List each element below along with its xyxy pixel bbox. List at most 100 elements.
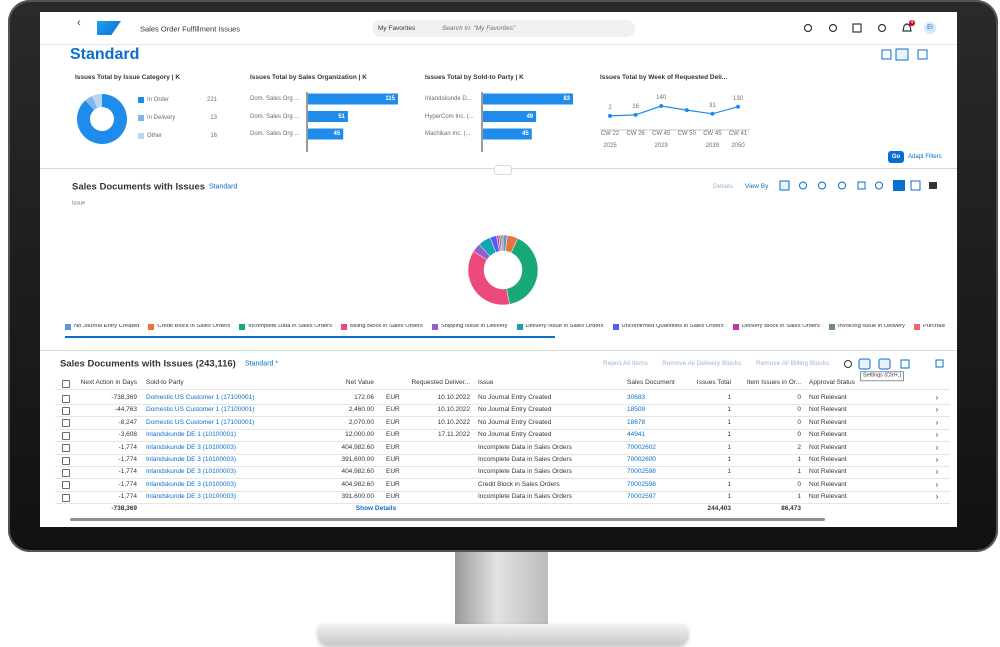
favorites-select[interactable]: My Favorites: [378, 24, 416, 32]
table-cell: 391,600.00: [341, 455, 374, 463]
cell-link[interactable]: 30683: [627, 393, 646, 401]
row-navigation[interactable]: ›: [935, 393, 939, 402]
card-title[interactable]: Issues Total by Week of Requested Deli..…: [600, 73, 728, 81]
cell-link[interactable]: Inlandskunde DE 3 (10100003): [146, 492, 236, 500]
row-navigation[interactable]: ›: [935, 479, 939, 489]
column-header[interactable]: Issues Total: [696, 378, 731, 386]
column-header[interactable]: Sold-to Party: [146, 378, 184, 386]
tooltip: Settings (Ctrl+,): [860, 371, 905, 381]
go-button-bg[interactable]: [888, 151, 904, 163]
legend-item[interactable]: No Journal Entry Created: [65, 324, 139, 330]
table-cell: Incomplete Data in Sales Orders: [478, 492, 572, 500]
column-header[interactable]: Sales Document: [627, 378, 675, 386]
card-title[interactable]: Issues Total by Issue Category | K: [75, 73, 181, 81]
row-checkbox[interactable]: [62, 456, 70, 465]
app-screen: ‹: [40, 12, 957, 527]
table-cell: Credit Block in Sales Orders: [478, 480, 560, 488]
x-tick-label: CW 26: [626, 131, 645, 137]
row-navigation[interactable]: ›: [935, 405, 939, 415]
column-header[interactable]: Issue: [478, 378, 494, 386]
legend-item[interactable]: Purchasing Issue: [913, 324, 945, 330]
row-navigation[interactable]: ›: [935, 455, 939, 464]
app-title[interactable]: Sales Order Fulfillment Issues: [140, 24, 241, 34]
legend-item[interactable]: Delivery Issue in Sales Orders: [516, 324, 604, 330]
legend-label: Delivery Block in Sales Orders: [741, 324, 820, 330]
card-title[interactable]: Issues Total by Sales Organization | K: [250, 73, 367, 81]
point-label: 2: [608, 104, 612, 111]
cell-link[interactable]: Inlandskunde DE 1 (10100001): [146, 430, 236, 438]
legend-item[interactable]: Credit Block in Sales Orders: [148, 324, 230, 330]
cell-link[interactable]: Inlandskunde DE 3 (10100003): [146, 468, 236, 476]
cell-link[interactable]: 70002602: [627, 443, 656, 451]
row-navigation[interactable]: ›: [935, 492, 939, 502]
footer-total: 244,403: [707, 504, 732, 512]
show-details-link[interactable]: Show Details: [355, 504, 397, 512]
go-button[interactable]: Go: [891, 154, 901, 160]
table-action[interactable]: Remove All Delivery Blocks: [662, 359, 742, 367]
search-placeholder[interactable]: Search In: "My Favorites": [442, 24, 516, 32]
cell-link[interactable]: 70002597: [627, 492, 656, 500]
collapse-handle[interactable]: [494, 165, 512, 175]
bar-value: 45: [522, 131, 529, 137]
user-avatar[interactable]: EI: [927, 25, 933, 31]
row-checkbox[interactable]: [62, 481, 70, 490]
details-button[interactable]: Details: [713, 182, 733, 190]
table-cell: No Journal Entry Created: [478, 393, 552, 401]
column-header[interactable]: Approval Status: [809, 378, 855, 386]
horizontal-scrollbar[interactable]: [70, 518, 825, 521]
column-header[interactable]: Requested Deliver...: [411, 378, 470, 386]
variant-title[interactable]: Standard: [70, 46, 140, 63]
row-checkbox[interactable]: [62, 468, 70, 477]
chart-variant[interactable]: Standard: [209, 183, 238, 191]
cell-link[interactable]: 18678: [627, 418, 646, 426]
table-cell: EUR: [386, 480, 400, 488]
chart-toolbar-icons[interactable]: [779, 180, 940, 192]
line-point: [659, 104, 664, 108]
cell-link[interactable]: 44941: [627, 430, 646, 438]
row-checkbox[interactable]: [62, 394, 70, 403]
cell-link[interactable]: Inlandskunde DE 3 (10100003): [146, 455, 236, 463]
legend-item[interactable]: Incomplete Data in Sales Orders: [239, 324, 332, 330]
cell-link[interactable]: 70002598: [627, 468, 656, 476]
search-field[interactable]: [372, 20, 635, 37]
table-variant[interactable]: Standard *: [245, 360, 279, 368]
table-action[interactable]: Remove All Billing Blocks: [756, 359, 829, 367]
table-cell: -8,247: [118, 418, 137, 426]
cell-link[interactable]: Inlandskunde DE 3 (10100003): [146, 480, 236, 488]
legend-item[interactable]: Invoicing Issue in Delivery: [828, 324, 905, 330]
cell-link[interactable]: Domestic US Customer 1 (17100001): [146, 406, 255, 414]
column-header[interactable]: Net Value: [345, 378, 374, 386]
back-button[interactable]: ‹: [77, 17, 81, 29]
table-cell: EUR: [386, 393, 400, 401]
row-checkbox[interactable]: [62, 379, 70, 388]
cell-link[interactable]: 18509: [627, 406, 646, 414]
header-toolbar[interactable]: [881, 48, 942, 61]
row-checkbox[interactable]: [62, 444, 70, 453]
legend-item[interactable]: Delivery Block in Sales Orders: [732, 324, 820, 330]
row-checkbox[interactable]: [62, 406, 70, 415]
cell-link[interactable]: 70002598: [627, 480, 656, 488]
row-checkbox[interactable]: [62, 431, 70, 440]
legend-item[interactable]: Unconfirmed Quantities in Sales Orders: [612, 324, 724, 330]
view-by-button[interactable]: View By: [745, 182, 769, 190]
cell-link[interactable]: 70002600: [627, 455, 656, 463]
row-checkbox[interactable]: [62, 493, 70, 502]
row-checkbox[interactable]: [62, 419, 70, 428]
column-header[interactable]: Item Issues in Or...: [746, 378, 801, 386]
row-navigation[interactable]: ›: [935, 442, 939, 452]
row-navigation[interactable]: ›: [935, 467, 939, 477]
column-header[interactable]: Next Action in Days: [80, 378, 137, 386]
row-navigation[interactable]: ›: [935, 430, 939, 440]
adapt-filters-button[interactable]: Adapt Filters: [908, 154, 942, 160]
table-toolbar-icons[interactable]: [843, 358, 944, 370]
legend-label: Other: [147, 133, 163, 139]
table-cell: -1,774: [118, 480, 137, 488]
legend-item[interactable]: Billing Block in Sales Orders: [341, 324, 423, 330]
row-navigation[interactable]: ›: [935, 417, 939, 427]
cell-link[interactable]: Domestic US Customer 1 (17100001): [146, 418, 255, 426]
table-action[interactable]: Reject All Items: [603, 359, 648, 367]
cell-link[interactable]: Inlandskunde DE 3 (10100003): [146, 443, 236, 451]
legend-item[interactable]: Shipping Issue in Delivery: [431, 324, 508, 330]
cell-link[interactable]: Domestic US Customer 1 (17100001): [146, 393, 255, 401]
card-title[interactable]: Issues Total by Sold-to Party | K: [425, 73, 524, 81]
